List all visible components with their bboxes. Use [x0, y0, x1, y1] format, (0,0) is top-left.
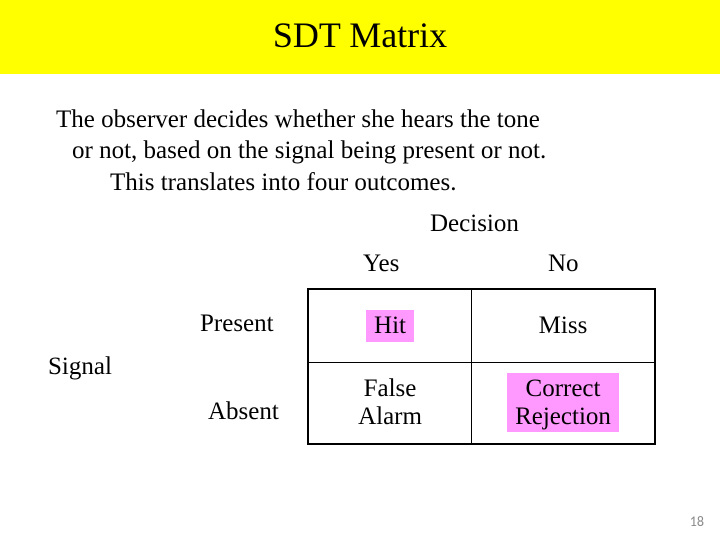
row-axis-label: Signal — [48, 353, 112, 381]
title-bar: SDT Matrix — [0, 0, 720, 74]
row-header-absent: Absent — [208, 398, 279, 426]
cell-hit: Hit — [308, 289, 472, 363]
table-row: False Alarm Correct Rejection — [308, 362, 655, 444]
cell-miss-inner: Miss — [531, 310, 596, 342]
cell-miss: Miss — [472, 289, 656, 363]
body-line-3: This translates into four outcomes. — [56, 167, 664, 198]
column-header-no: No — [548, 250, 579, 278]
body-line-1: The observer decides whether she hears t… — [56, 104, 664, 135]
cell-false-alarm-text-2: Alarm — [358, 403, 422, 431]
cell-miss-text: Miss — [539, 312, 588, 340]
cell-false-alarm: False Alarm — [308, 362, 472, 444]
table-row: Hit Miss — [308, 289, 655, 363]
body-text: The observer decides whether she hears t… — [56, 104, 664, 198]
column-header-yes: Yes — [363, 250, 399, 278]
cell-hit-inner: Hit — [366, 310, 414, 342]
cell-false-alarm-text-1: False — [358, 375, 422, 403]
cell-correct-rejection-inner: Correct Rejection — [507, 373, 619, 432]
sdt-matrix: Decision Yes No Signal Present Absent Hi… — [0, 208, 720, 488]
body-line-2: or not, based on the signal being presen… — [56, 135, 664, 166]
matrix-table: Hit Miss False Alarm Correct Rejection — [307, 288, 656, 445]
cell-hit-text: Hit — [374, 312, 406, 340]
page-number: 18 — [690, 513, 704, 530]
cell-correct-rejection-text-1: Correct — [515, 375, 611, 403]
cell-correct-rejection-text-2: Rejection — [515, 403, 611, 431]
row-header-present: Present — [200, 310, 274, 338]
column-axis-label: Decision — [430, 210, 519, 238]
cell-false-alarm-inner: False Alarm — [350, 373, 430, 432]
cell-correct-rejection: Correct Rejection — [472, 362, 656, 444]
page-title: SDT Matrix — [0, 14, 720, 56]
